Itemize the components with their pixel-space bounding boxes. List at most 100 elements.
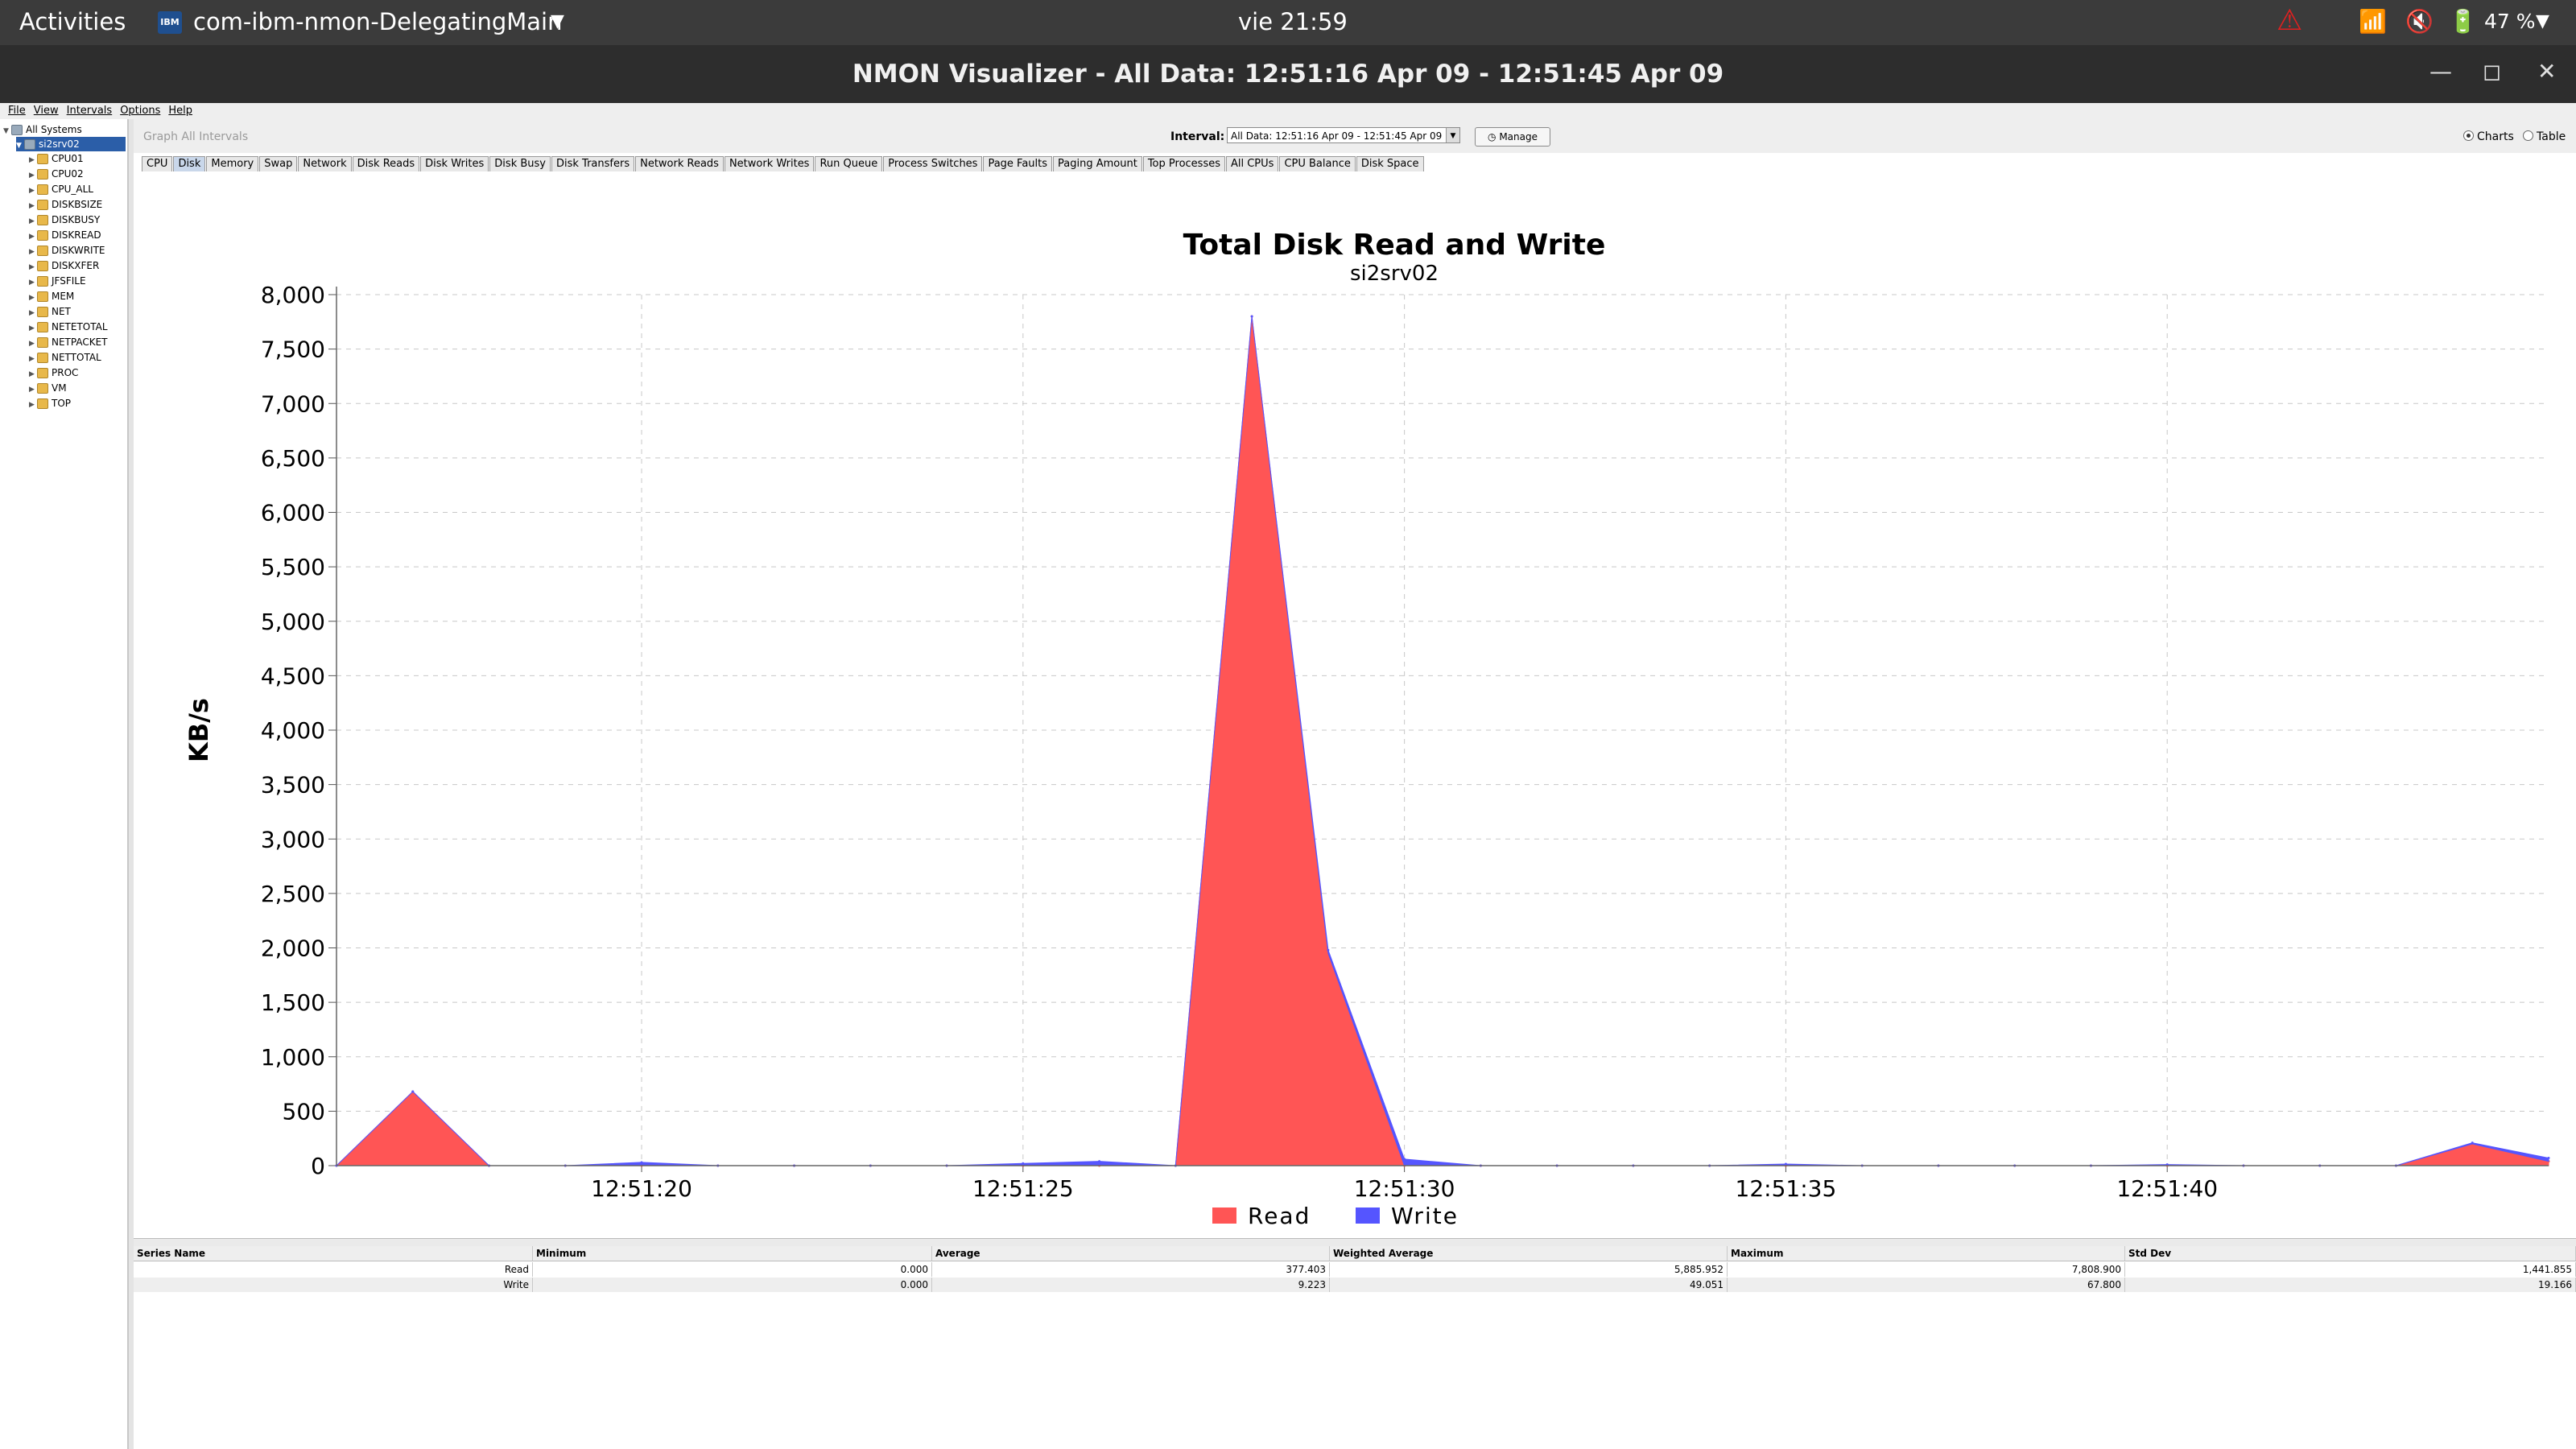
tree-item-diskbsize[interactable]: ▶ DISKBSIZE: [29, 197, 102, 212]
column-header[interactable]: Minimum: [533, 1246, 932, 1261]
tree-item-netpacket[interactable]: ▶ NETPACKET: [29, 335, 108, 349]
tree-item-jfsfile[interactable]: ▶ JFSFILE: [29, 274, 86, 288]
column-header[interactable]: Average: [932, 1246, 1330, 1261]
tab-disk-busy[interactable]: Disk Busy: [489, 156, 551, 171]
wifi-icon[interactable]: 📶: [2359, 8, 2387, 35]
tree-item-nettotal[interactable]: ▶ NETTOTAL: [29, 350, 101, 365]
battery-percentage[interactable]: 47 %: [2484, 10, 2536, 33]
tree-item-label: DISKREAD: [52, 229, 101, 241]
tab-network[interactable]: Network: [298, 156, 352, 171]
interval-select[interactable]: All Data: 12:51:16 Apr 09 - 12:51:45 Apr…: [1227, 127, 1460, 143]
tree-item-netetotal[interactable]: ▶ NETETOTAL: [29, 320, 108, 334]
system-menu-chevron-icon[interactable]: ▼: [2536, 11, 2549, 31]
expand-arrow-icon[interactable]: ▶: [29, 263, 35, 271]
maximize-button[interactable]: ◻: [2483, 58, 2502, 85]
expand-arrow-icon[interactable]: ▼: [16, 142, 22, 150]
menu-view[interactable]: View: [33, 105, 59, 117]
clock[interactable]: vie 21:59: [1238, 8, 1348, 35]
expand-arrow-icon[interactable]: ▶: [29, 355, 35, 363]
expand-arrow-icon[interactable]: ▶: [29, 156, 35, 164]
expand-arrow-icon[interactable]: ▶: [29, 386, 35, 394]
tab-page-faults[interactable]: Page Faults: [983, 156, 1053, 171]
stats-header-row[interactable]: Series Name Minimum Average Weighted Averag…: [134, 1246, 2576, 1261]
warning-icon[interactable]: ⚠: [2277, 4, 2303, 37]
menu-file[interactable]: File: [8, 105, 26, 117]
expand-arrow-icon[interactable]: ▶: [29, 248, 35, 256]
expand-arrow-icon[interactable]: ▶: [29, 370, 35, 378]
split-pane-divider[interactable]: [129, 119, 134, 1449]
activities-button[interactable]: Activities: [19, 8, 126, 35]
tree-item-net[interactable]: ▶ NET: [29, 304, 71, 319]
tree-item-cpu-all[interactable]: ▶ CPU_ALL: [29, 182, 93, 196]
tab-disk[interactable]: Disk: [173, 156, 206, 171]
expand-arrow-icon[interactable]: ▶: [29, 401, 35, 409]
expand-arrow-icon[interactable]: ▶: [29, 279, 35, 287]
expand-arrow-icon[interactable]: ▶: [29, 187, 35, 195]
tree-item-cpu01[interactable]: ▶ CPU01: [29, 151, 84, 166]
column-header[interactable]: Maximum: [1728, 1246, 2125, 1261]
expand-arrow-icon[interactable]: ▶: [29, 340, 35, 348]
minimize-button[interactable]: —: [2429, 58, 2452, 85]
tab-process-switches[interactable]: Process Switches: [883, 156, 983, 171]
table-row[interactable]: Read 0.000 377.403 5,885.952 7,808.900 1,441.…: [134, 1262, 2576, 1277]
tab-disk-space[interactable]: Disk Space: [1356, 156, 1424, 171]
battery-icon[interactable]: 🔋: [2449, 8, 2477, 35]
table-radio[interactable]: Table: [2523, 130, 2566, 143]
tree-root[interactable]: ▼ All Systems: [3, 122, 82, 137]
column-header[interactable]: Weighted Average: [1330, 1246, 1728, 1261]
expand-arrow-icon[interactable]: ▶: [29, 324, 35, 332]
tree-item-proc[interactable]: ▶ PROC: [29, 365, 78, 380]
graph-all-intervals-checkbox[interactable]: Graph All Intervals: [143, 130, 249, 143]
tab-disk-reads[interactable]: Disk Reads: [352, 156, 420, 171]
tree-item-diskbusy[interactable]: ▶ DISKBUSY: [29, 213, 100, 227]
ibm-app-icon[interactable]: IBM: [158, 11, 182, 34]
table-row[interactable]: Write 0.000 9.223 49.051 67.800 19.166: [134, 1278, 2576, 1292]
charts-radio[interactable]: Charts: [2463, 130, 2514, 143]
tab-all-cpus[interactable]: All CPUs: [1225, 156, 1279, 171]
tab-cpu-balance[interactable]: CPU Balance: [1279, 156, 1356, 171]
tree-item-diskread[interactable]: ▶ DISKREAD: [29, 228, 101, 242]
chevron-down-icon[interactable]: ▼: [551, 11, 564, 31]
expand-arrow-icon[interactable]: ▶: [29, 309, 35, 317]
tree-item-top[interactable]: ▶ TOP: [29, 396, 71, 411]
expand-arrow-icon[interactable]: ▶: [29, 233, 35, 241]
tab-disk-transfers[interactable]: Disk Transfers: [551, 156, 635, 171]
tab-run-queue[interactable]: Run Queue: [815, 156, 883, 171]
table-cell: Read: [134, 1262, 533, 1277]
chevron-down-icon[interactable]: ▼: [1446, 128, 1459, 142]
column-header[interactable]: Std Dev: [2125, 1246, 2576, 1261]
menu-options[interactable]: Options: [120, 105, 161, 117]
tab-network-reads[interactable]: Network Reads: [635, 156, 724, 171]
tree-item-mem[interactable]: ▶ MEM: [29, 289, 74, 303]
system-tree[interactable]: ▼ All Systems ▼ si2srv02 ▶ CPU01 ▶ CPU02 ▶ CPU_…: [0, 119, 129, 1449]
tab-paging-amount[interactable]: Paging Amount: [1053, 156, 1142, 171]
tree-item-label: NETTOTAL: [52, 352, 101, 363]
tab-top-processes[interactable]: Top Processes: [1142, 156, 1225, 171]
tree-item-vm[interactable]: ▶ VM: [29, 381, 67, 395]
tab-network-writes[interactable]: Network Writes: [724, 156, 815, 171]
tree-item-diskwrite[interactable]: ▶ DISKWRITE: [29, 243, 105, 258]
app-menu-label[interactable]: com-ibm-nmon-DelegatingMain: [193, 8, 563, 35]
data-point-write: [1784, 1162, 1787, 1166]
tab-cpu[interactable]: CPU: [142, 156, 173, 171]
tree-item-cpu02[interactable]: ▶ CPU02: [29, 167, 84, 181]
menu-help[interactable]: Help: [168, 105, 192, 117]
tree-system-node[interactable]: ▼ si2srv02: [16, 137, 126, 151]
expand-arrow-icon[interactable]: ▶: [29, 217, 35, 225]
volume-muted-icon[interactable]: 🔇: [2405, 8, 2434, 35]
expand-arrow-icon[interactable]: ▶: [29, 202, 35, 210]
expand-arrow-icon[interactable]: ▶: [29, 294, 35, 302]
table-cell: 49.051: [1330, 1278, 1728, 1292]
expand-arrow-icon[interactable]: ▶: [29, 171, 35, 180]
tree-item-label: TOP: [52, 398, 72, 409]
menu-intervals[interactable]: Intervals: [66, 105, 113, 117]
tab-disk-writes[interactable]: Disk Writes: [420, 156, 489, 171]
tree-item-diskxfer[interactable]: ▶ DISKXFER: [29, 258, 99, 273]
manage-button[interactable]: ◷ Manage: [1475, 127, 1550, 147]
tab-swap[interactable]: Swap: [259, 156, 298, 171]
close-button[interactable]: ✕: [2537, 58, 2557, 85]
column-header[interactable]: Series Name: [134, 1246, 533, 1261]
expand-arrow-icon[interactable]: ▼: [3, 127, 9, 135]
radio-selected-icon: [2463, 130, 2474, 141]
tab-memory[interactable]: Memory: [206, 156, 259, 171]
